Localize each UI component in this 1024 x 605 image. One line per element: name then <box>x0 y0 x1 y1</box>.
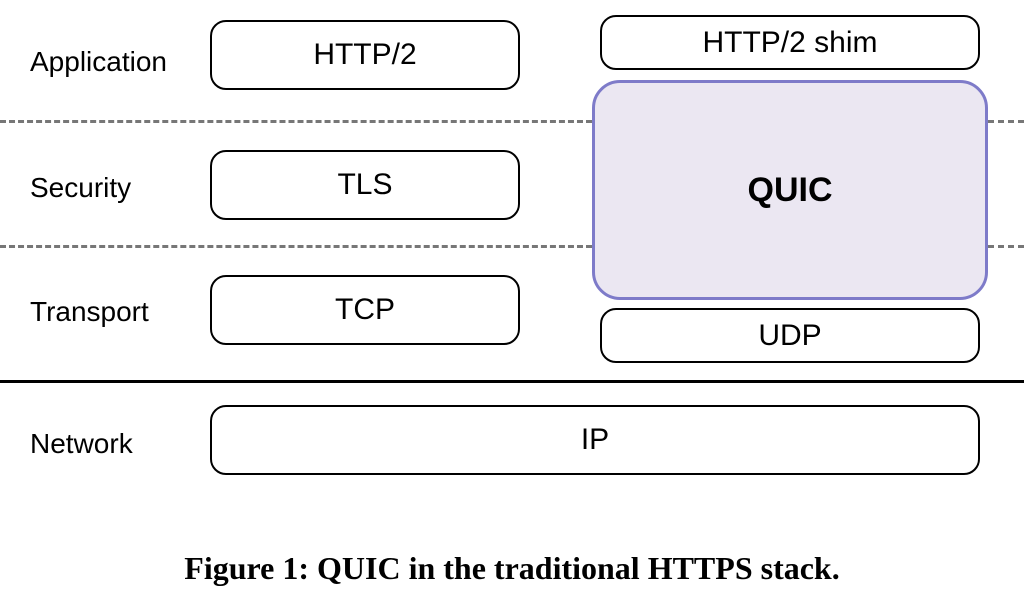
quic-stack-diagram: Application Security Transport Network H… <box>0 0 1024 605</box>
label-transport: Transport <box>30 296 149 328</box>
box-http2-shim: HTTP/2 shim <box>600 15 980 70</box>
figure-caption: Figure 1: QUIC in the traditional HTTPS … <box>0 550 1024 587</box>
box-udp: UDP <box>600 308 980 363</box>
label-security: Security <box>30 172 131 204</box>
box-quic-label: QUIC <box>748 171 833 210</box>
divider-sec-trans-right <box>988 245 1024 248</box>
label-network: Network <box>30 428 133 460</box>
box-tcp-label: TCP <box>335 293 395 327</box>
box-ip: IP <box>210 405 980 475</box>
box-udp-label: UDP <box>758 319 821 353</box>
divider-app-sec-left <box>0 120 592 123</box>
box-tls: TLS <box>210 150 520 220</box>
box-http2: HTTP/2 <box>210 20 520 90</box>
divider-sec-trans-left <box>0 245 592 248</box>
box-ip-label: IP <box>581 423 609 457</box>
box-http2-shim-label: HTTP/2 shim <box>702 26 877 60</box>
divider-app-sec-right <box>988 120 1024 123</box>
box-quic: QUIC <box>592 80 988 300</box>
divider-trans-net <box>0 380 1024 383</box>
box-tcp: TCP <box>210 275 520 345</box>
label-application: Application <box>30 46 167 78</box>
box-http2-label: HTTP/2 <box>313 38 416 72</box>
box-tls-label: TLS <box>337 168 392 202</box>
